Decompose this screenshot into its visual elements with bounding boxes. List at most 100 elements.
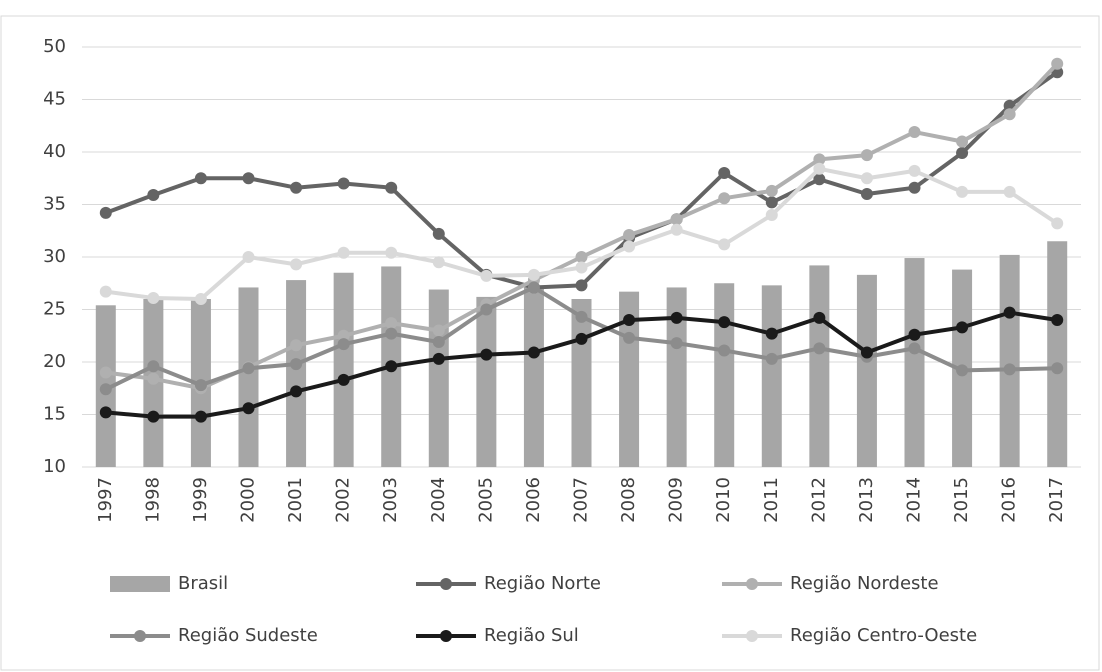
marker: [813, 311, 826, 324]
legend-label: Região Norte: [484, 573, 601, 594]
legend-swatch: [110, 576, 170, 592]
marker: [385, 181, 398, 194]
marker: [956, 321, 969, 334]
bar: [761, 285, 782, 467]
x-tick-label: 2011: [761, 477, 782, 523]
chart-border: [0, 15, 1100, 671]
marker: [1051, 57, 1064, 70]
marker: [480, 303, 493, 316]
marker: [242, 172, 255, 185]
y-tick-label: 25: [43, 299, 66, 320]
bar: [571, 299, 592, 467]
legend-label: Região Sul: [484, 625, 579, 646]
marker: [813, 173, 826, 186]
marker: [290, 258, 303, 271]
marker: [290, 385, 303, 398]
marker: [1051, 217, 1064, 230]
marker: [813, 342, 826, 355]
legend-swatch: [746, 630, 758, 642]
marker: [432, 336, 445, 349]
marker: [718, 167, 731, 179]
marker: [623, 314, 636, 326]
marker: [337, 246, 350, 259]
marker: [765, 209, 778, 221]
marker: [385, 327, 398, 340]
marker: [527, 346, 540, 359]
marker: [956, 135, 969, 148]
y-tick-label: 20: [43, 351, 66, 372]
marker: [480, 348, 493, 361]
marker: [956, 364, 969, 377]
y-tick-label: 50: [43, 36, 66, 57]
bar: [238, 287, 259, 467]
marker: [432, 352, 445, 365]
marker: [575, 310, 588, 323]
marker: [908, 342, 921, 355]
marker: [99, 406, 112, 419]
marker: [860, 149, 873, 162]
marker: [194, 293, 207, 305]
bar: [856, 274, 877, 467]
marker: [575, 332, 588, 345]
marker: [765, 184, 778, 197]
x-tick-label: 2005: [475, 477, 496, 523]
x-tick-label: 2009: [666, 477, 687, 523]
bar: [714, 283, 735, 467]
x-tick-label: 2004: [428, 477, 449, 523]
marker: [908, 126, 921, 139]
x-tick-label: 2008: [618, 477, 639, 523]
marker: [623, 240, 636, 253]
marker: [670, 213, 683, 226]
marker: [147, 189, 160, 202]
bar: [428, 289, 449, 467]
x-tick-label: 2002: [333, 477, 354, 523]
marker: [670, 223, 683, 236]
marker: [385, 317, 398, 330]
marker: [718, 192, 731, 205]
marker: [1051, 362, 1064, 375]
marker: [1003, 363, 1016, 376]
x-tick-label: 1997: [95, 477, 116, 523]
bar: [333, 272, 354, 467]
marker: [1051, 314, 1064, 326]
marker: [147, 372, 160, 385]
marker: [813, 153, 826, 166]
marker: [1003, 108, 1016, 121]
bar: [523, 285, 544, 467]
marker: [147, 291, 160, 304]
marker: [527, 268, 540, 281]
marker: [956, 147, 969, 160]
bar: [809, 265, 830, 467]
marker: [385, 360, 398, 373]
marker: [337, 177, 350, 190]
marker: [527, 281, 540, 294]
bar: [1047, 241, 1068, 467]
marker: [718, 316, 731, 329]
marker: [908, 164, 921, 177]
marker: [432, 256, 445, 269]
marker: [194, 410, 207, 423]
x-tick-label: 2000: [238, 477, 259, 523]
marker: [908, 328, 921, 341]
marker: [718, 238, 731, 251]
y-tick-label: 35: [43, 194, 66, 215]
marker: [99, 366, 112, 379]
bar: [999, 254, 1020, 467]
legend-label: Região Nordeste: [790, 573, 939, 594]
marker: [99, 383, 112, 396]
marker: [670, 311, 683, 324]
legend-swatch: [134, 630, 146, 642]
x-tick-label: 2017: [1046, 477, 1067, 523]
bar: [666, 287, 687, 467]
marker: [860, 172, 873, 185]
marker: [718, 344, 731, 357]
marker: [147, 410, 160, 423]
marker: [242, 402, 255, 415]
marker: [385, 246, 398, 259]
marker: [623, 228, 636, 241]
marker: [337, 373, 350, 386]
x-tick-label: 2013: [856, 477, 877, 523]
x-tick-label: 2014: [904, 477, 925, 523]
marker: [575, 279, 588, 292]
x-tick-label: 2007: [571, 477, 592, 523]
